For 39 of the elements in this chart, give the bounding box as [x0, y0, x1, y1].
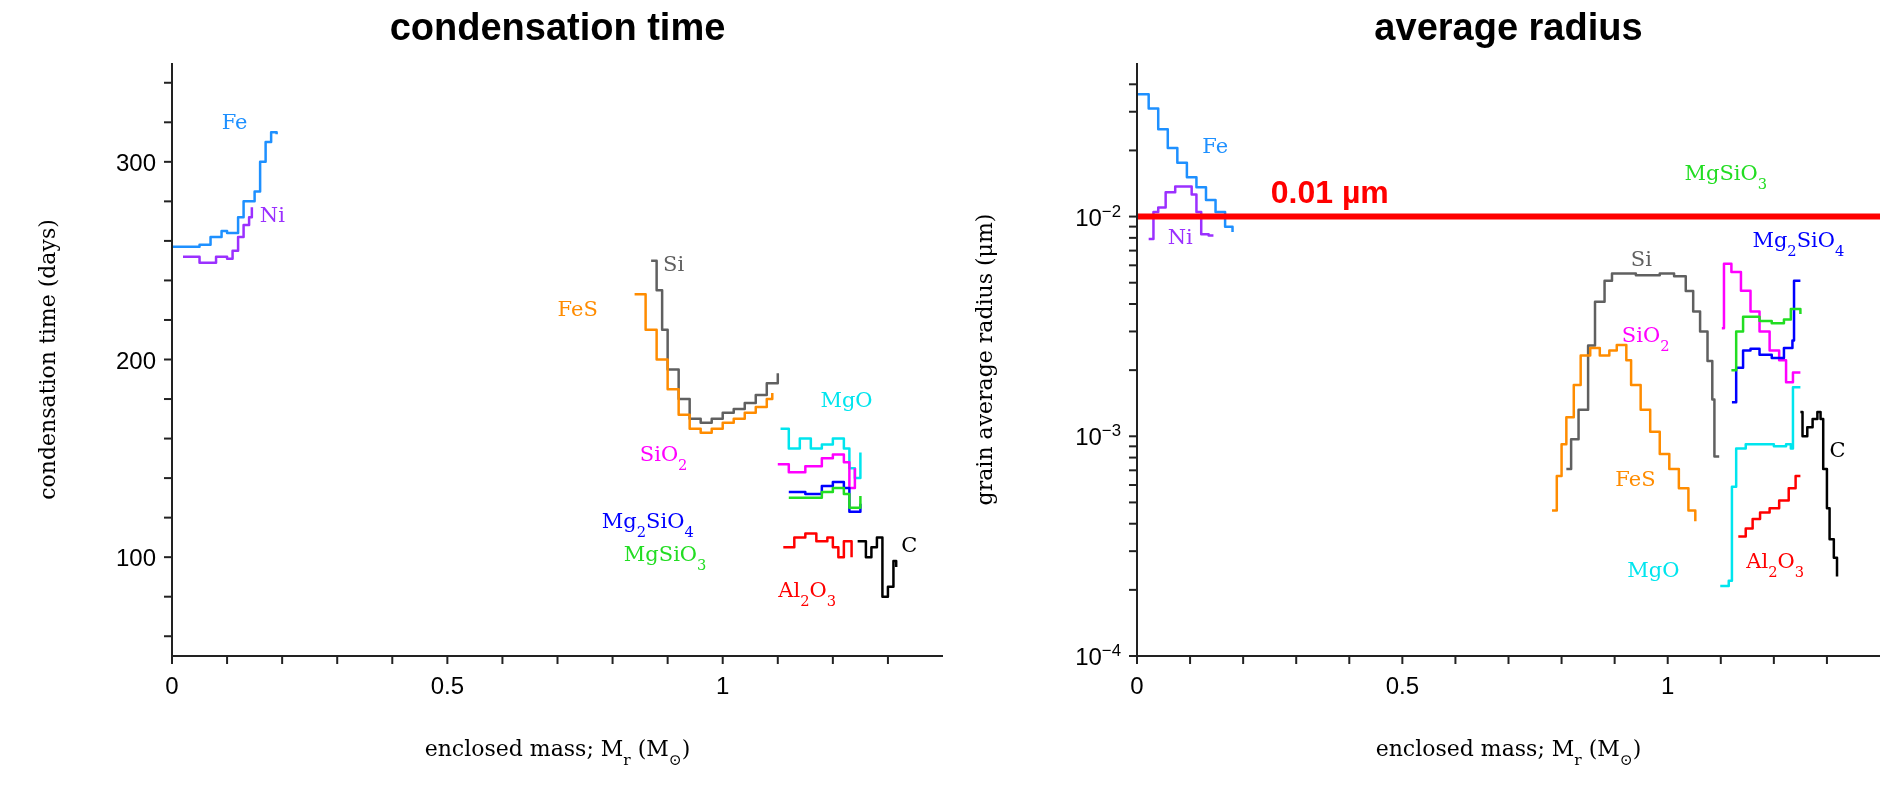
series-label: MgO: [820, 388, 873, 413]
series-label: Ni: [1167, 225, 1194, 250]
series-label: C: [1829, 437, 1846, 462]
chart-title: condensation time: [388, 6, 727, 49]
y-tick-label: 10$^{−3}$: [1075, 420, 1121, 451]
y-tick-label: 100: [115, 544, 156, 572]
y-axis-title: condensation time (days): [35, 219, 60, 500]
y-tick-label: 10$^{−2}$: [1075, 201, 1121, 231]
ref-line-label: 0.01 µm: [1270, 173, 1389, 210]
series-label: Si: [663, 251, 685, 276]
x-tick-label: 0.5: [1385, 672, 1420, 699]
chart-title: average radius: [1373, 6, 1644, 49]
x-axis-title: enclosed mass; M$_{r}$ (M$_{⊙}$): [1375, 736, 1642, 769]
series-label: Al$_{2}$O$_{3}$: [777, 578, 837, 609]
series-label: Fe: [1202, 133, 1229, 158]
series-label: C: [901, 533, 918, 558]
x-tick-label: 1: [1661, 672, 1675, 699]
series-label: Al$_{2}$O$_{3}$: [1745, 549, 1805, 580]
y-tick-label: 300: [115, 148, 156, 176]
x-tick-label: 0: [1130, 672, 1144, 699]
x-tick-label: 0: [165, 672, 179, 699]
text: MgSiO$_{3}$: [1684, 160, 1768, 192]
series-label: FeS: [1615, 467, 1656, 492]
y-tick-label: 10$^{−4}$: [1075, 640, 1121, 670]
x-axis-title: enclosed mass; M$_{r}$ (M$_{⊙}$): [424, 736, 691, 769]
y-axis-title: grain average radius (μm): [972, 213, 997, 506]
series-label: Mg$_{2}$SiO$_{4}$: [1752, 227, 1845, 259]
x-tick-label: 0.5: [430, 672, 465, 699]
y-tick-label: 200: [115, 346, 156, 374]
text: Mg$_{2}$SiO$_{4}$: [601, 508, 694, 540]
text: SiO$_{2}$: [639, 442, 688, 473]
x-tick-label: 1: [716, 672, 730, 699]
text: MgSiO$_{3}$: [623, 541, 707, 573]
text: SiO$_{2}$: [1621, 323, 1670, 354]
series-label: FeS: [557, 297, 598, 322]
series-label: Ni: [259, 203, 286, 228]
series-label: Si: [1630, 247, 1653, 272]
series-label: MgO: [1627, 558, 1680, 583]
series-label: Fe: [221, 110, 248, 135]
